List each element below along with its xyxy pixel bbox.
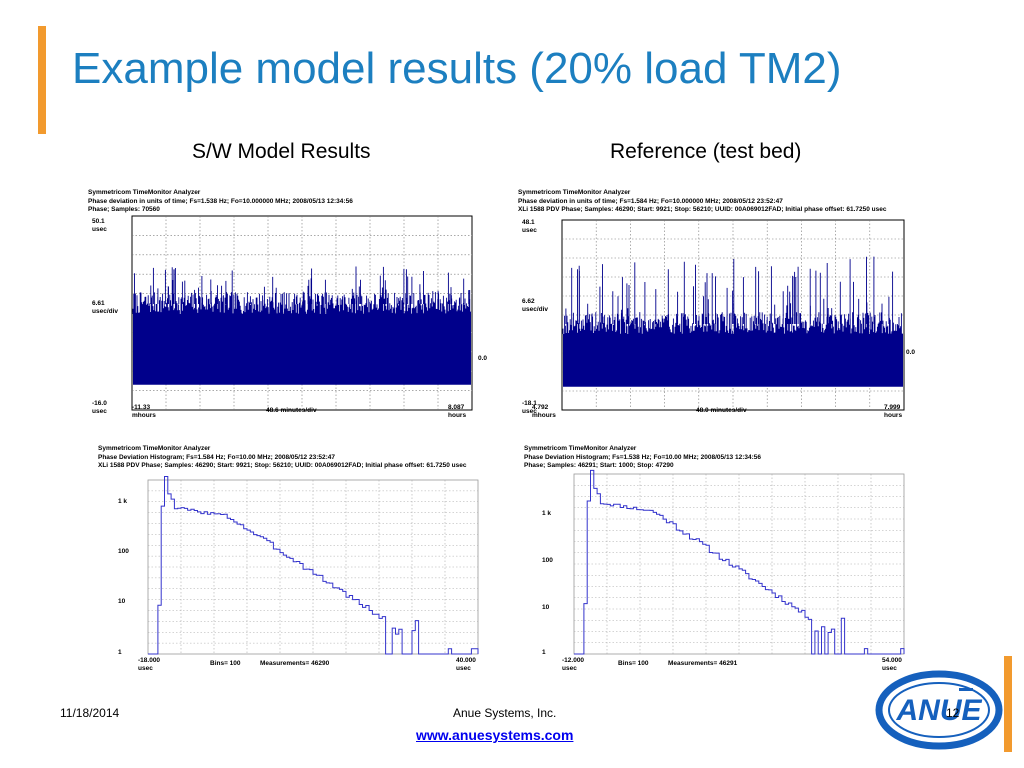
- bins-label: Bins= 100: [618, 660, 649, 667]
- x-min-label: -11.33 mhours: [132, 404, 156, 419]
- x-max-label: 40.000 usec: [456, 657, 476, 672]
- measurements-label: Measurements= 46290: [260, 660, 330, 667]
- y-label-1k: 1 k: [118, 498, 128, 505]
- logo-text: ANUE: [895, 694, 982, 727]
- measurements-label: Measurements= 46291: [668, 660, 738, 667]
- x-max-label: 7.999 hours: [884, 404, 903, 419]
- chart-header: Symmetricom TimeMonitor Analyzer Phase D…: [98, 445, 467, 469]
- x-max-label: 54.000 usec: [882, 657, 902, 672]
- chart-header: Symmetricom TimeMonitor Analyzer Phase D…: [524, 445, 761, 469]
- x-div-label: 48.0 minutes/div: [696, 407, 747, 414]
- histogram-plot: [573, 469, 905, 655]
- x-min-label: -18.000 usec: [138, 657, 161, 672]
- histogram-trace: [148, 476, 479, 655]
- slide-title: Example model results (20% load TM2): [72, 44, 842, 93]
- y-max-label: 50.1 usec: [92, 218, 107, 233]
- anue-logo-icon: ANUE: [875, 670, 1003, 750]
- zero-label: 0.0: [906, 349, 916, 356]
- phase-trace-band: [133, 314, 471, 384]
- x-div-label: 48.6 minutes/div: [266, 407, 317, 414]
- y-min-label: -18.1 usec: [522, 400, 537, 415]
- y-div-label: 6.62 usec/div: [522, 298, 549, 313]
- y-div-label: 6.61 usec/div: [92, 300, 119, 315]
- chart-header: Symmetricom TimeMonitor Analyzer Phase d…: [88, 189, 353, 213]
- y-label-100: 100: [542, 557, 553, 564]
- phase-plot: [131, 215, 473, 411]
- left-column-heading: S/W Model Results: [192, 140, 371, 163]
- bins-label: Bins= 100: [210, 660, 241, 667]
- histogram-plot: [147, 476, 479, 655]
- zero-label: 0.0: [478, 355, 488, 362]
- right-column-heading: Reference (test bed): [610, 140, 802, 163]
- y-label-10: 10: [542, 604, 550, 611]
- footer-website-link[interactable]: www.anuesystems.com: [416, 727, 574, 743]
- reference-phase-deviation-chart: Symmetricom TimeMonitor Analyzer Phase d…: [510, 184, 930, 420]
- x-max-label: 8.087 hours: [448, 404, 467, 419]
- model-phase-histogram-chart: Symmetricom TimeMonitor Analyzer Phase D…: [90, 440, 482, 674]
- footer-date: 11/18/2014: [60, 706, 120, 720]
- page-number: 12: [946, 706, 960, 720]
- reference-phase-histogram-chart: Symmetricom TimeMonitor Analyzer Phase D…: [516, 440, 908, 674]
- model-phase-deviation-chart: Symmetricom TimeMonitor Analyzer Phase d…: [80, 184, 500, 420]
- y-max-label: 48.1 usec: [522, 219, 537, 234]
- y-label-1k: 1 k: [542, 510, 552, 517]
- chart-header: Symmetricom TimeMonitor Analyzer Phase d…: [518, 189, 887, 213]
- x-min-label: 4.792 mhours: [532, 404, 556, 419]
- y-label-10: 10: [118, 598, 126, 605]
- right-accent-bar: [1004, 656, 1012, 752]
- footer-company: Anue Systems, Inc.: [453, 706, 557, 720]
- phase-trace-spikes: [132, 266, 472, 314]
- y-label-1: 1: [542, 649, 546, 656]
- left-accent-bar: [38, 26, 46, 134]
- phase-trace-spikes: [562, 256, 903, 334]
- phase-plot: [561, 219, 905, 411]
- y-min-label: -16.0 usec: [92, 400, 107, 415]
- y-label-1: 1: [118, 649, 122, 656]
- phase-trace-band: [563, 334, 903, 386]
- x-min-label: -12.000 usec: [562, 657, 585, 672]
- histogram-trace: [574, 469, 905, 655]
- y-label-100: 100: [118, 548, 129, 555]
